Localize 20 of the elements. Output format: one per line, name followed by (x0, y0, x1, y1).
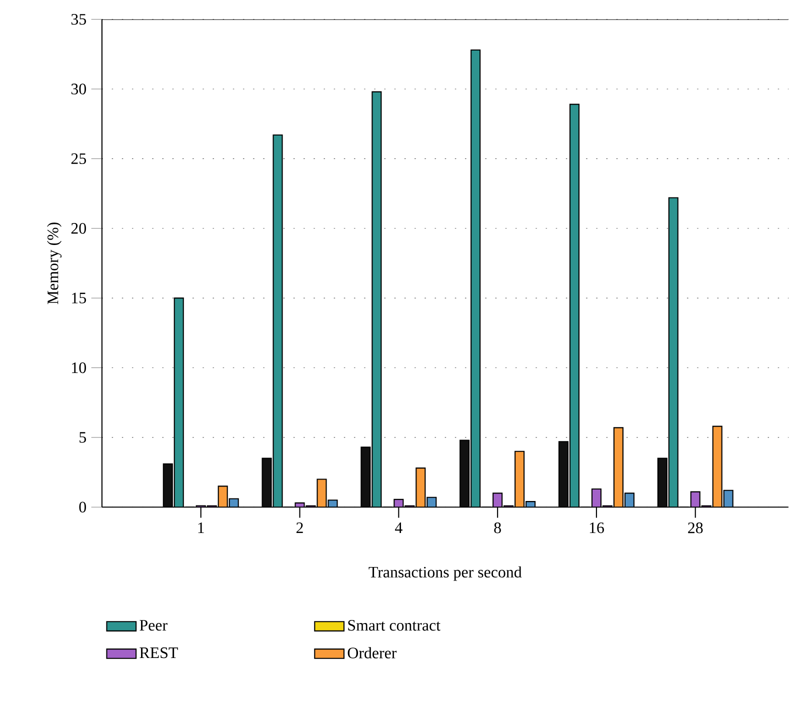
y-tick-label: 20 (71, 223, 86, 234)
legend-label: REST (140, 648, 178, 658)
x-axis-title: Transactions per second (368, 566, 522, 581)
y-tick-label: 5 (80, 432, 86, 443)
legend-label: Orderer (348, 647, 397, 659)
legend-label: Peer (140, 620, 168, 631)
x-tick-label: 4 (394, 522, 402, 534)
x-tick-label: 28 (688, 522, 703, 534)
x-tick-label: 1 (198, 522, 204, 534)
y-tick-label: 25 (71, 153, 86, 164)
x-tick-label: 8 (494, 522, 501, 534)
y-axis-title: Memory (%) (47, 222, 62, 304)
y-tick-label: 15 (72, 292, 86, 304)
x-tick-label: 2 (296, 522, 303, 534)
legend-label: Smart contract (348, 620, 440, 631)
y-tick-label: 30 (71, 84, 86, 95)
x-tick-label: 16 (590, 522, 604, 534)
y-tick-label: 10 (72, 362, 86, 374)
y-tick-label: 35 (71, 14, 86, 25)
y-tick-label: 0 (79, 502, 86, 513)
